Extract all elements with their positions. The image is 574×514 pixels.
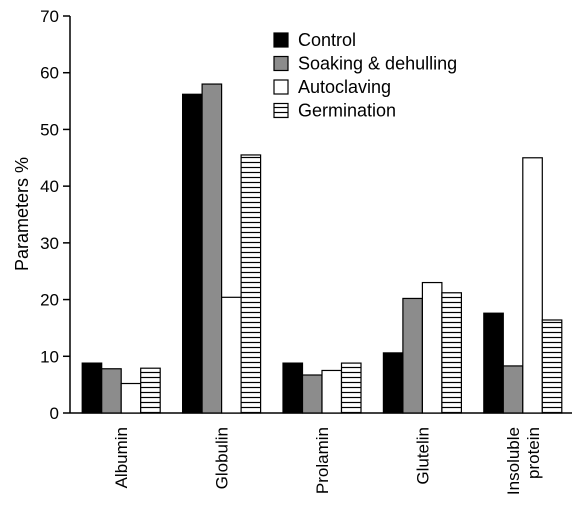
legend-label: Soaking & dehulling xyxy=(298,54,457,74)
bar xyxy=(101,368,122,414)
y-tick-label: 60 xyxy=(40,64,59,83)
bar xyxy=(441,292,462,414)
bar xyxy=(221,296,242,414)
legend-label: Germination xyxy=(298,101,396,121)
bar xyxy=(201,83,223,414)
legend-swatch xyxy=(273,102,289,119)
bar xyxy=(182,93,203,414)
category-label: Albumin xyxy=(112,427,131,488)
bar xyxy=(240,154,262,414)
bar xyxy=(402,297,423,414)
y-tick-label: 40 xyxy=(40,177,59,196)
y-tick-label: 0 xyxy=(50,404,59,423)
legend-swatch xyxy=(273,55,289,72)
legend-label: Autoclaving xyxy=(298,77,391,97)
bar xyxy=(282,362,304,414)
legend-swatch xyxy=(273,79,289,95)
bar xyxy=(382,352,404,414)
bar xyxy=(483,312,504,414)
bar xyxy=(81,362,103,414)
bar xyxy=(140,367,161,414)
bar xyxy=(541,319,563,414)
y-tick-label: 30 xyxy=(40,234,59,253)
bar xyxy=(502,365,524,414)
bar xyxy=(321,369,343,414)
legend: Control Soaking & dehulling Autoclaving Ger… xyxy=(273,30,457,121)
y-tick-label: 10 xyxy=(40,347,59,366)
bar xyxy=(301,374,323,414)
y-axis-title: Parameters % xyxy=(12,157,32,271)
category-label: Insoluble xyxy=(504,427,523,495)
bar xyxy=(340,362,362,414)
y-axis: 0 10 20 30 40 50 60 70 xyxy=(40,7,71,423)
bar xyxy=(120,382,142,414)
y-tick-label: 20 xyxy=(40,291,59,310)
legend-label: Control xyxy=(298,30,356,50)
bar xyxy=(522,157,543,414)
category-label: Glutelin xyxy=(413,427,432,485)
bar xyxy=(421,281,443,414)
category-label: Globulin xyxy=(213,427,232,489)
y-tick-label: 50 xyxy=(40,120,59,139)
legend-swatch xyxy=(273,32,289,48)
category-label: Prolamin xyxy=(313,427,332,494)
y-tick-label: 70 xyxy=(40,7,59,26)
bars xyxy=(81,83,563,414)
category-label: protein xyxy=(524,427,543,479)
category-labels: Albumin Globulin Prolamin Glutelin Insoluble… xyxy=(112,427,543,495)
